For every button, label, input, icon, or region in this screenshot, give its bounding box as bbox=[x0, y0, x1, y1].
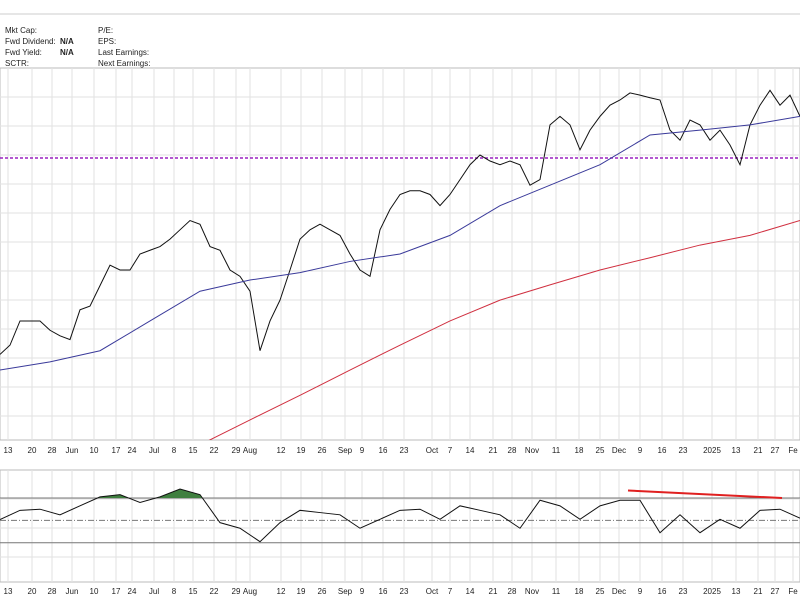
x-tick-label: 9 bbox=[638, 446, 643, 455]
price-panel bbox=[0, 67, 800, 441]
header: Mkt Cap: Fwd Dividend: N/A Fwd Yield: N/A SCT… bbox=[5, 26, 150, 68]
x-tick-label: 12 bbox=[277, 446, 286, 455]
x-tick-label: 19 bbox=[297, 446, 306, 455]
info-label: P/E: bbox=[98, 26, 113, 35]
info-label: Mkt Cap: bbox=[5, 26, 37, 35]
x-tick-label: 21 bbox=[754, 446, 763, 455]
x-tick-label: 15 bbox=[189, 587, 198, 596]
x-tick-label: 8 bbox=[172, 446, 177, 455]
x-tick-label: 29 bbox=[232, 446, 241, 455]
x-tick-label: 13 bbox=[4, 587, 13, 596]
plot: 13 20 28 Jun 10 17 24 Jul 8 15 22 29 Aug 12 19 26 Sep 9 16… bbox=[0, 68, 800, 596]
x-tick-label: 13 bbox=[732, 446, 741, 455]
x-tick-label: 25 bbox=[596, 587, 605, 596]
x-tick-label: Dec bbox=[612, 446, 626, 455]
x-tick-label: 28 bbox=[48, 587, 57, 596]
rsi-panel bbox=[0, 469, 800, 583]
x-tick-label: Sep bbox=[338, 587, 353, 596]
info-label: SCTR: bbox=[5, 59, 29, 68]
x-tick-label: 25 bbox=[596, 446, 605, 455]
x-tick-label: Jun bbox=[66, 587, 79, 596]
x-tick-label: 18 bbox=[575, 587, 584, 596]
x-tick-label: 23 bbox=[679, 446, 688, 455]
x-tick-label: 17 bbox=[112, 587, 121, 596]
x-tick-label: 14 bbox=[466, 446, 475, 455]
x-tick-label: 17 bbox=[112, 446, 121, 455]
x-tick-label: 7 bbox=[448, 587, 453, 596]
x-tick-label: Oct bbox=[426, 446, 439, 455]
x-tick-label: 14 bbox=[466, 587, 475, 596]
x-tick-label: 22 bbox=[210, 587, 219, 596]
x-tick-label: 9 bbox=[360, 446, 365, 455]
x-tick-label: 28 bbox=[508, 446, 517, 455]
x-tick-label: 29 bbox=[232, 587, 241, 596]
x-tick-label: Aug bbox=[243, 446, 257, 455]
x-tick-label: 9 bbox=[360, 587, 365, 596]
x-tick-label: 16 bbox=[658, 446, 667, 455]
info-label: Last Earnings: bbox=[98, 48, 149, 57]
series-line bbox=[0, 488, 800, 543]
x-tick-label: Nov bbox=[525, 587, 539, 596]
x-tick-label: 19 bbox=[297, 587, 306, 596]
series-line bbox=[0, 115, 800, 371]
info-label: Fwd Yield: bbox=[5, 48, 42, 57]
x-tick-label: 11 bbox=[552, 446, 561, 455]
info-label: Next Earnings: bbox=[98, 59, 150, 68]
x-tick-label: 9 bbox=[638, 587, 643, 596]
x-tick-label: Aug bbox=[243, 587, 257, 596]
info-label: Fwd Dividend: bbox=[5, 37, 56, 46]
x-tick-label: 16 bbox=[379, 446, 388, 455]
x-tick-label: 23 bbox=[679, 587, 688, 596]
x-tick-label: 21 bbox=[489, 587, 498, 596]
x-tick-label: Jul bbox=[149, 587, 159, 596]
overbought-fill bbox=[0, 489, 800, 498]
x-tick-label: 24 bbox=[128, 587, 137, 596]
info-label: EPS: bbox=[98, 37, 116, 46]
trend-line bbox=[627, 489, 783, 499]
x-tick-label: 26 bbox=[318, 446, 327, 455]
x-tick-label: 24 bbox=[128, 446, 137, 455]
x-tick-label: Fe bbox=[788, 446, 798, 455]
x-tick-label: 28 bbox=[48, 446, 57, 455]
info-value: N/A bbox=[60, 37, 74, 46]
x-tick-label: 16 bbox=[658, 587, 667, 596]
x-tick-label: Dec bbox=[612, 587, 626, 596]
x-tick-label: 20 bbox=[28, 446, 37, 455]
x-tick-label: 16 bbox=[379, 587, 388, 596]
x-tick-label: 23 bbox=[400, 587, 409, 596]
x-tick-label: 21 bbox=[489, 446, 498, 455]
x-tick-label: Fe bbox=[788, 587, 798, 596]
x-tick-label: 21 bbox=[754, 587, 763, 596]
x-tick-label: 15 bbox=[189, 446, 198, 455]
x-tick-label: 27 bbox=[771, 446, 780, 455]
x-tick-label: Oct bbox=[426, 587, 439, 596]
x-tick-label: 13 bbox=[4, 446, 13, 455]
x-tick-label: 13 bbox=[732, 587, 741, 596]
x-tick-label: 12 bbox=[277, 587, 286, 596]
x-tick-label: 20 bbox=[28, 587, 37, 596]
series-line bbox=[0, 89, 800, 355]
x-tick-label: 23 bbox=[400, 446, 409, 455]
x-tick-label: 18 bbox=[575, 446, 584, 455]
x-tick-label: 2025 bbox=[703, 446, 721, 455]
x-tick-label: 10 bbox=[90, 587, 99, 596]
x-tick-label: 28 bbox=[508, 587, 517, 596]
info-value: N/A bbox=[60, 48, 74, 57]
x-tick-label: 10 bbox=[90, 446, 99, 455]
x-tick-label: 2025 bbox=[703, 587, 721, 596]
x-tick-label: Sep bbox=[338, 446, 353, 455]
x-tick-label: Jun bbox=[66, 446, 79, 455]
x-tick-label: Jul bbox=[149, 446, 159, 455]
x-tick-label: 8 bbox=[172, 587, 177, 596]
series-line bbox=[208, 220, 800, 440]
x-tick-label: 27 bbox=[771, 587, 780, 596]
x-tick-label: 11 bbox=[552, 587, 561, 596]
x-tick-label: 22 bbox=[210, 446, 219, 455]
x-tick-label: Nov bbox=[525, 446, 539, 455]
x-tick-label: 26 bbox=[318, 587, 327, 596]
x-tick-label: 7 bbox=[448, 446, 453, 455]
